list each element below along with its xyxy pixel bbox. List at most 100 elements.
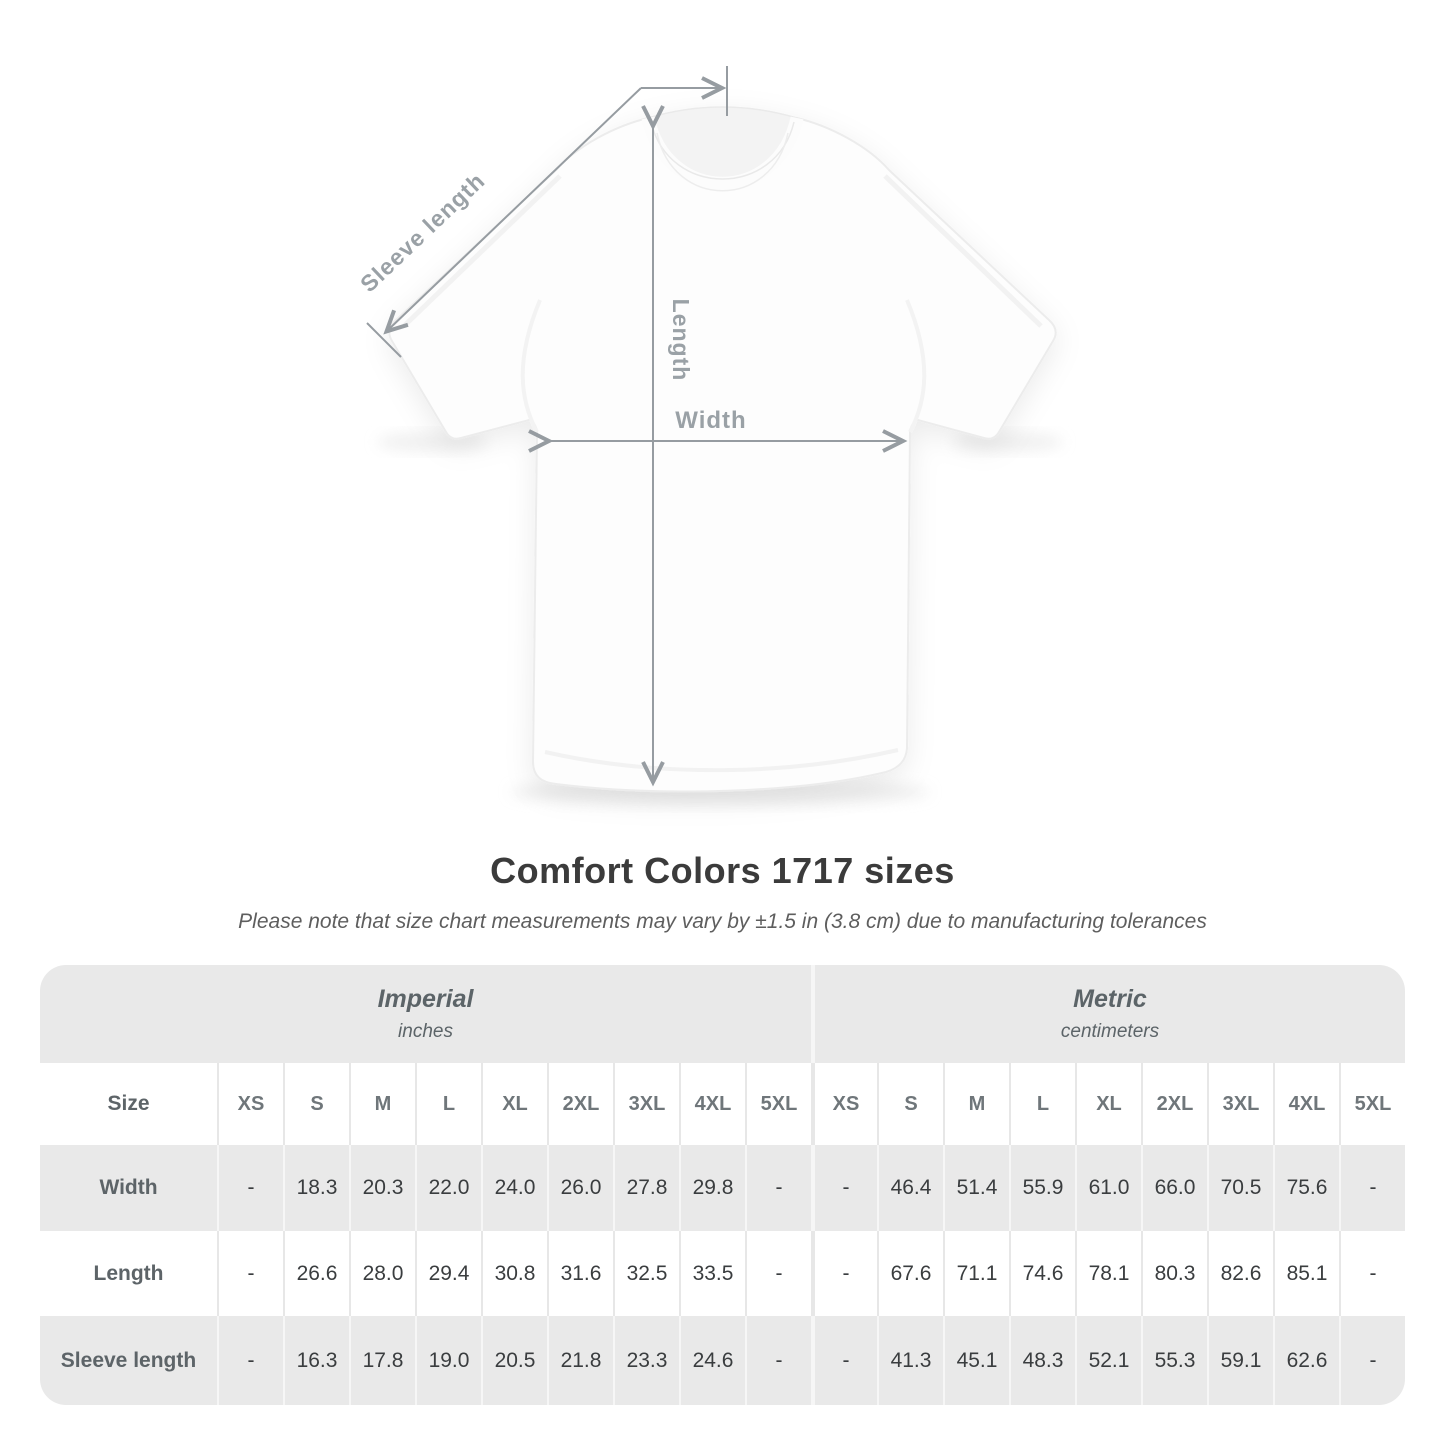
value-cell: 30.8: [481, 1231, 547, 1316]
size-col-header-xl: XL: [1075, 1063, 1141, 1145]
collar-band-bottom-edge: [656, 132, 789, 192]
value-cell: -: [1339, 1145, 1405, 1231]
size-col-header-m: M: [943, 1063, 1009, 1145]
sleeve-diagonal-line: [383, 87, 642, 335]
size-column-header: Size: [107, 1092, 150, 1115]
unit-group-metric: Metric centimeters: [811, 965, 1405, 1063]
value-cell: -: [745, 1145, 811, 1231]
value-cell: 74.6: [1009, 1231, 1075, 1316]
value-cell: 78.1: [1075, 1231, 1141, 1316]
value-cell: -: [745, 1231, 811, 1316]
size-col-header-l: L: [1009, 1063, 1075, 1145]
size-col-header-l: L: [415, 1063, 481, 1145]
shoulder-fold-left: [402, 174, 562, 328]
size-col-header-5xl: 5XL: [1339, 1063, 1405, 1145]
value-cell: 19.0: [415, 1316, 481, 1405]
value-cell: 26.0: [547, 1145, 613, 1231]
value-cell: 41.3: [877, 1316, 943, 1405]
size-col-header-s: S: [283, 1063, 349, 1145]
value-cell: 61.0: [1075, 1145, 1141, 1231]
value-cell: 62.6: [1273, 1316, 1339, 1405]
size-col-header-3xl: 3XL: [613, 1063, 679, 1145]
size-col-header-4xl: 4XL: [679, 1063, 745, 1145]
sleeve-seam-right: [905, 299, 927, 433]
size-table: Imperial inches Metric centimeters Size X…: [40, 965, 1405, 1405]
value-cell: 20.3: [349, 1145, 415, 1231]
measurement-lines: [366, 66, 908, 787]
value-cell: -: [1339, 1316, 1405, 1405]
shoulder-fold-right: [883, 174, 1043, 328]
row-label: Sleeve length: [40, 1316, 217, 1405]
tshirt-graphic: [388, 106, 1057, 793]
value-cell: 29.8: [679, 1145, 745, 1231]
value-cell: 21.8: [547, 1316, 613, 1405]
value-cell: 23.3: [613, 1316, 679, 1405]
value-cell: 52.1: [1075, 1316, 1141, 1405]
size-col-header-xs: XS: [217, 1063, 283, 1145]
value-cell: 48.3: [1009, 1316, 1075, 1405]
value-cell: -: [217, 1145, 283, 1231]
value-cell: 55.3: [1141, 1316, 1207, 1405]
imperial-unit-label: inches: [398, 1021, 453, 1042]
size-col-header-s: S: [877, 1063, 943, 1145]
value-cell: -: [745, 1316, 811, 1405]
row-label: Length: [93, 1261, 164, 1285]
value-cell: 85.1: [1273, 1231, 1339, 1316]
value-cell: 26.6: [283, 1231, 349, 1316]
value-cell: 51.4: [943, 1145, 1009, 1231]
size-col-header-2xl: 2XL: [1141, 1063, 1207, 1145]
sleeve-end-tick: [366, 322, 402, 358]
metric-unit-label: centimeters: [1060, 1021, 1160, 1042]
value-cell: -: [217, 1231, 283, 1316]
value-cell: 16.3: [283, 1316, 349, 1405]
sleeve-seam-left: [520, 299, 542, 433]
value-cell: 27.8: [613, 1145, 679, 1231]
value-cell: 24.6: [679, 1316, 745, 1405]
size-col-header-xs: XS: [811, 1063, 877, 1145]
value-cell: 20.5: [481, 1316, 547, 1405]
value-cell: -: [811, 1231, 877, 1316]
value-cell: 18.3: [283, 1145, 349, 1231]
row-label: Width: [40, 1145, 217, 1231]
value-cell: 59.1: [1207, 1316, 1273, 1405]
value-cell: 80.3: [1141, 1231, 1207, 1316]
value-cell: 67.6: [877, 1231, 943, 1316]
tshirt-silhouette: [388, 116, 1057, 793]
size-col-header-m: M: [349, 1063, 415, 1145]
value-cell: 33.5: [679, 1231, 745, 1316]
unit-group-imperial: Imperial inches: [40, 965, 811, 1063]
value-cell: 46.4: [877, 1145, 943, 1231]
value-cell: 28.0: [349, 1231, 415, 1316]
size-col-header-2xl: 2XL: [547, 1063, 613, 1145]
value-cell: 29.4: [415, 1231, 481, 1316]
value-cell: 71.1: [943, 1231, 1009, 1316]
value-cell: -: [1339, 1231, 1405, 1316]
value-cell: 32.5: [613, 1231, 679, 1316]
value-cell: 17.8: [349, 1316, 415, 1405]
value-cell: -: [217, 1316, 283, 1405]
value-cell: 31.6: [547, 1231, 613, 1316]
value-cell: 24.0: [481, 1145, 547, 1231]
hem-fold: [544, 748, 899, 773]
value-cell: 70.5: [1207, 1145, 1273, 1231]
imperial-label: Imperial: [377, 985, 474, 1013]
size-col-header-xl: XL: [481, 1063, 547, 1145]
length-label: Length: [668, 299, 694, 382]
width-label: Width: [675, 407, 746, 434]
size-col-header-3xl: 3XL: [1207, 1063, 1273, 1145]
size-col-header-4xl: 4XL: [1273, 1063, 1339, 1145]
value-cell: 45.1: [943, 1316, 1009, 1405]
value-cell: -: [811, 1145, 877, 1231]
tolerance-note: Please note that size chart measurements…: [238, 910, 1207, 933]
page-title: Comfort Colors 1717 sizes: [490, 850, 955, 891]
value-cell: 75.6: [1273, 1145, 1339, 1231]
metric-label: Metric: [1073, 985, 1147, 1013]
value-cell: 22.0: [415, 1145, 481, 1231]
value-cell: 66.0: [1141, 1145, 1207, 1231]
size-col-header-5xl: 5XL: [745, 1063, 811, 1145]
tshirt-diagram: Sleeve length Length Width: [355, 66, 1063, 805]
value-cell: 55.9: [1009, 1145, 1075, 1231]
value-cell: -: [811, 1316, 877, 1405]
value-cell: 82.6: [1207, 1231, 1273, 1316]
